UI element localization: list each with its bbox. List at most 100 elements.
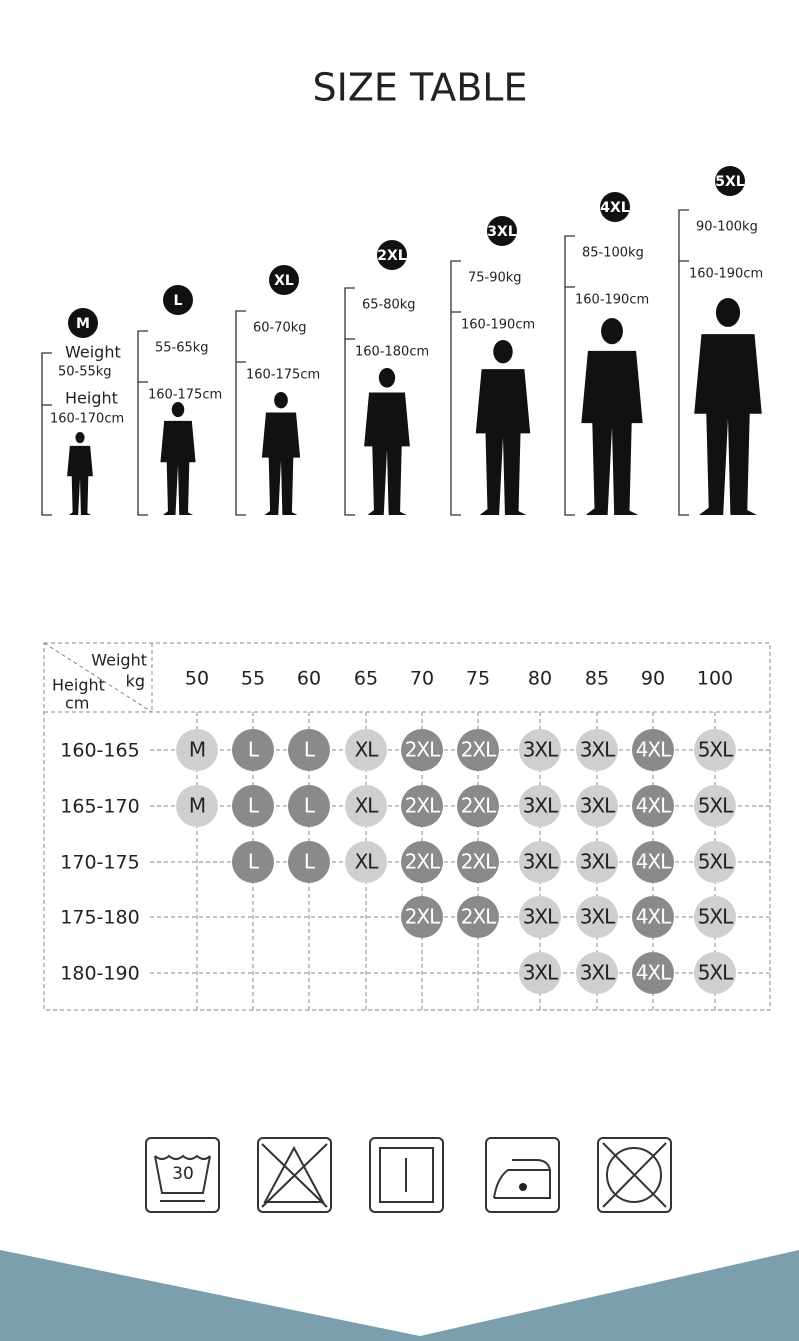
column-header: 85 [585, 668, 609, 690]
figure: L 55-65kg 160-175cm [137, 285, 222, 516]
height-range: 160-170cm [50, 412, 124, 427]
corner-diagonal [43, 642, 153, 713]
size-cell: L [248, 850, 260, 874]
size-cell: 2XL [405, 738, 441, 762]
wash-icon: 30 [145, 1137, 220, 1213]
size-cell: XL [355, 738, 380, 762]
height-range: 160-175cm [246, 368, 320, 383]
figure: 2XL 65-80kg 160-180cm [344, 240, 429, 516]
size-circle [576, 729, 618, 771]
height-range: 160-175cm [148, 388, 222, 403]
size-circle [694, 952, 736, 994]
body [364, 392, 410, 515]
column-header: 100 [697, 668, 733, 690]
size-cell: 3XL [580, 961, 616, 985]
bracket [344, 287, 355, 516]
size-circle [576, 952, 618, 994]
size-circle [457, 841, 499, 883]
no-dryclean-icon [597, 1137, 672, 1213]
footer-band [0, 1250, 799, 1341]
size-circle [694, 785, 736, 827]
figure: 3XL 75-90kg 160-190cm [450, 216, 535, 516]
size-cell: 3XL [580, 738, 616, 762]
size-badge [600, 192, 630, 222]
wash-temp: 30 [172, 1164, 194, 1184]
size-label: M [76, 316, 90, 332]
size-circle [288, 841, 330, 883]
size-cell: 2XL [461, 850, 497, 874]
size-label: 2XL [377, 248, 407, 264]
height-caption: Height [65, 389, 118, 408]
size-circle [345, 729, 387, 771]
size-circle [232, 729, 274, 771]
size-cell: 2XL [405, 905, 441, 929]
size-circle [632, 729, 674, 771]
size-circle [576, 896, 618, 938]
body [475, 369, 531, 515]
size-circle [694, 896, 736, 938]
size-cell: 2XL [405, 794, 441, 818]
body [160, 420, 196, 515]
size-circle [694, 841, 736, 883]
column-header: 90 [641, 668, 665, 690]
column-header: 55 [241, 668, 265, 690]
weight-range: 85-100kg [582, 246, 644, 261]
weight-range: 50-55kg [58, 365, 112, 380]
size-cell: L [248, 738, 260, 762]
figures: M Weight Height 50-55kg 160-170cm L 55-65kg 160… [41, 166, 763, 516]
height-range: 160-190cm [689, 267, 763, 282]
size-cell: 4XL [636, 794, 672, 818]
bracket [678, 209, 689, 516]
row-header: 180-190 [60, 963, 139, 985]
size-cell: 3XL [580, 905, 616, 929]
size-circle [694, 729, 736, 771]
size-cell: 3XL [523, 905, 559, 929]
size-cell: L [304, 794, 316, 818]
size-cell: 4XL [636, 905, 672, 929]
size-circle [401, 896, 443, 938]
bracket [450, 260, 461, 516]
figure: 5XL 90-100kg 160-190cm [678, 166, 763, 516]
size-circle [632, 785, 674, 827]
figure: XL 60-70kg 160-175cm [235, 265, 320, 516]
size-circle [401, 729, 443, 771]
height-range: 160-190cm [461, 318, 535, 333]
size-circle [632, 896, 674, 938]
head [715, 298, 741, 327]
weight-caption: Weight [65, 343, 121, 362]
title: SIZE TABLE [313, 66, 528, 110]
corner-height: Height [52, 676, 105, 695]
size-cell: 5XL [698, 850, 734, 874]
size-label: 5XL [715, 174, 745, 190]
bracket [41, 352, 52, 516]
body [67, 445, 93, 515]
size-cell: 3XL [523, 961, 559, 985]
no-bleach-icon [257, 1137, 332, 1213]
size-cell: 2XL [461, 738, 497, 762]
body [261, 412, 301, 515]
corner-weight: Weight [91, 651, 147, 670]
weight-range: 75-90kg [468, 271, 522, 286]
size-circle [632, 952, 674, 994]
size-table: Weight kg Height cm 50 55 60 65 70 75 80 85 90 10… [43, 642, 771, 1011]
corner-height-unit: cm [65, 694, 89, 713]
size-circle [401, 841, 443, 883]
size-badge [269, 265, 299, 295]
weight-range: 55-65kg [155, 341, 209, 356]
row-header: 175-180 [60, 907, 139, 929]
size-badge [377, 240, 407, 270]
size-circle [457, 785, 499, 827]
size-cell: 2XL [405, 850, 441, 874]
height-range: 160-180cm [355, 345, 429, 360]
body [694, 334, 762, 515]
head [171, 402, 185, 418]
column-header: 75 [466, 668, 490, 690]
size-cell: 5XL [698, 794, 734, 818]
size-circle [576, 841, 618, 883]
line-dry-icon [369, 1137, 444, 1213]
figure: M Weight Height 50-55kg 160-170cm [41, 308, 124, 516]
size-circle [232, 841, 274, 883]
figure: 4XL 85-100kg 160-190cm [564, 192, 649, 516]
size-circle [401, 785, 443, 827]
size-cell: 3XL [523, 738, 559, 762]
